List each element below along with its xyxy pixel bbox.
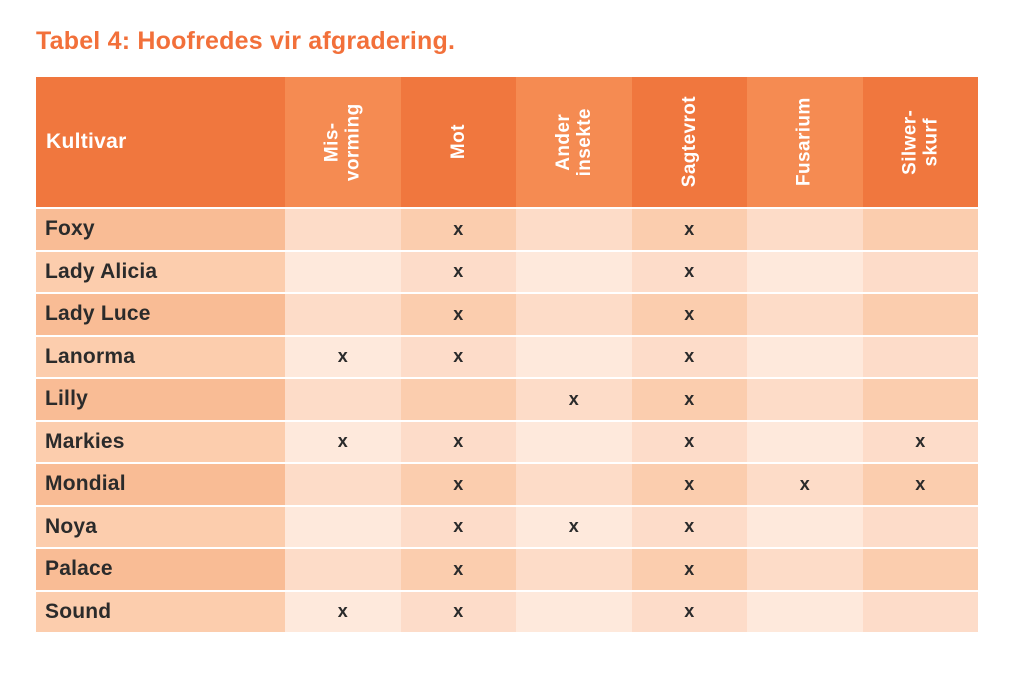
header-label-mot: Mot <box>447 124 469 160</box>
mark-cell-misvorming <box>285 379 401 420</box>
mark-cell-mot: x <box>400 336 516 377</box>
kultivar-cell: Mondial <box>36 464 285 505</box>
mark-cell-misvorming <box>285 506 401 547</box>
mark-cell-silwerskurf: x <box>862 464 978 505</box>
table-row: Lady Alicia x x <box>36 249 978 292</box>
mark-cell-silwerskurf: x <box>862 421 978 462</box>
mark-cell-misvorming: x <box>285 421 401 462</box>
table-row: Noya x x x <box>36 504 978 547</box>
mark-cell-fusarium <box>747 209 863 250</box>
kultivar-cell: Lilly <box>36 379 285 420</box>
table-row: Sound x x x <box>36 589 978 632</box>
mark-cell-misvorming <box>285 549 401 590</box>
kultivar-cell: Foxy <box>36 209 285 250</box>
mark-cell-ander-insekte <box>516 591 632 632</box>
header-cell-sagtevrot: Sagtevrot <box>631 77 747 207</box>
kultivar-cell: Palace <box>36 549 285 590</box>
kultivar-cell: Lanorma <box>36 336 285 377</box>
mark-cell-fusarium <box>747 549 863 590</box>
header-cell-kultivar: Kultivar <box>36 77 285 207</box>
kultivar-cell: Lady Luce <box>36 294 285 335</box>
mark-cell-mot: x <box>400 421 516 462</box>
kultivar-cell: Noya <box>36 506 285 547</box>
mark-cell-mot: x <box>400 251 516 292</box>
afgradering-table: Kultivar Mis- vorming Mot Ander insekte … <box>36 77 978 632</box>
table-row: Mondial x x x x <box>36 462 978 505</box>
header-cell-mot: Mot <box>400 77 516 207</box>
mark-cell-silwerskurf <box>862 209 978 250</box>
mark-cell-fusarium: x <box>747 464 863 505</box>
mark-cell-misvorming <box>285 294 401 335</box>
kultivar-cell: Lady Alicia <box>36 251 285 292</box>
table-body: Foxy x x Lady Alicia x x Lady Luce x x L… <box>36 207 978 632</box>
mark-cell-fusarium <box>747 336 863 377</box>
mark-cell-sagtevrot: x <box>631 421 747 462</box>
header-label-ander-insekte: Ander insekte <box>552 107 595 177</box>
mark-cell-silwerskurf <box>862 591 978 632</box>
header-label-sagtevrot: Sagtevrot <box>678 96 700 188</box>
table-row: Palace x x <box>36 547 978 590</box>
mark-cell-ander-insekte <box>516 336 632 377</box>
mark-cell-silwerskurf <box>862 251 978 292</box>
mark-cell-misvorming: x <box>285 591 401 632</box>
kultivar-cell: Sound <box>36 591 285 632</box>
mark-cell-mot: x <box>400 464 516 505</box>
table-row: Lady Luce x x <box>36 292 978 335</box>
header-cell-misvorming: Mis- vorming <box>285 77 401 207</box>
mark-cell-ander-insekte: x <box>516 379 632 420</box>
table-header-row: Kultivar Mis- vorming Mot Ander insekte … <box>36 77 978 207</box>
mark-cell-ander-insekte <box>516 464 632 505</box>
table-row: Foxy x x <box>36 207 978 250</box>
table-row: Markies x x x x <box>36 419 978 462</box>
mark-cell-mot: x <box>400 294 516 335</box>
header-label-misvorming: Mis- vorming <box>321 103 364 181</box>
mark-cell-misvorming <box>285 251 401 292</box>
mark-cell-ander-insekte <box>516 209 632 250</box>
mark-cell-sagtevrot: x <box>631 209 747 250</box>
mark-cell-sagtevrot: x <box>631 336 747 377</box>
mark-cell-silwerskurf <box>862 549 978 590</box>
mark-cell-sagtevrot: x <box>631 549 747 590</box>
mark-cell-silwerskurf <box>862 336 978 377</box>
mark-cell-sagtevrot: x <box>631 506 747 547</box>
mark-cell-mot: x <box>400 549 516 590</box>
mark-cell-ander-insekte <box>516 294 632 335</box>
table-title: Tabel 4: Hoofredes vir afgradering. <box>36 27 456 55</box>
mark-cell-fusarium <box>747 379 863 420</box>
mark-cell-ander-insekte <box>516 251 632 292</box>
mark-cell-sagtevrot: x <box>631 464 747 505</box>
mark-cell-sagtevrot: x <box>631 591 747 632</box>
mark-cell-mot <box>400 379 516 420</box>
header-cell-ander-insekte: Ander insekte <box>516 77 632 207</box>
mark-cell-mot: x <box>400 209 516 250</box>
mark-cell-fusarium <box>747 506 863 547</box>
mark-cell-sagtevrot: x <box>631 379 747 420</box>
mark-cell-ander-insekte <box>516 549 632 590</box>
mark-cell-fusarium <box>747 591 863 632</box>
header-label-silwerskurf: Silwer- skurf <box>898 109 942 175</box>
header-cell-silwerskurf: Silwer- skurf <box>862 77 978 207</box>
mark-cell-silwerskurf <box>862 379 978 420</box>
mark-cell-silwerskurf <box>862 506 978 547</box>
mark-cell-silwerskurf <box>862 294 978 335</box>
mark-cell-ander-insekte <box>516 421 632 462</box>
mark-cell-sagtevrot: x <box>631 251 747 292</box>
kultivar-cell: Markies <box>36 421 285 462</box>
header-label-fusarium: Fusarium <box>794 97 816 187</box>
mark-cell-mot: x <box>400 591 516 632</box>
mark-cell-misvorming <box>285 209 401 250</box>
mark-cell-sagtevrot: x <box>631 294 747 335</box>
mark-cell-ander-insekte: x <box>516 506 632 547</box>
table-row: Lilly x x <box>36 377 978 420</box>
mark-cell-misvorming: x <box>285 336 401 377</box>
mark-cell-fusarium <box>747 421 863 462</box>
header-label-kultivar: Kultivar <box>46 130 127 153</box>
page: Tabel 4: Hoofredes vir afgradering. Kult… <box>36 27 978 632</box>
mark-cell-fusarium <box>747 294 863 335</box>
mark-cell-mot: x <box>400 506 516 547</box>
mark-cell-fusarium <box>747 251 863 292</box>
table-row: Lanorma x x x <box>36 334 978 377</box>
mark-cell-misvorming <box>285 464 401 505</box>
header-cell-fusarium: Fusarium <box>747 77 863 207</box>
